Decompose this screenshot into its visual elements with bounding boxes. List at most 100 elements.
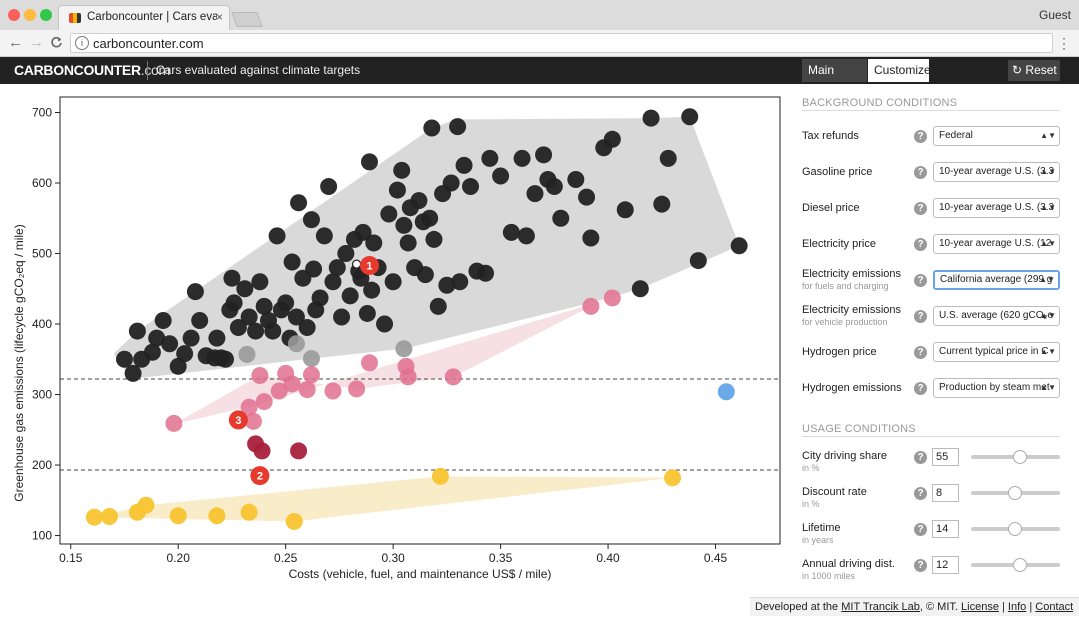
help-icon[interactable]: ? [914,166,927,179]
browser-tab[interactable]: Carboncounter | Cars evaluated × [58,5,230,30]
tab-customize[interactable]: Customize [868,59,931,82]
highlight-label-1: 1 [366,261,372,273]
plugin-point [165,414,183,432]
help-icon[interactable]: ? [914,238,927,251]
usage3-input[interactable]: 12 [932,556,959,574]
gasoline-point [247,322,265,340]
reset-icon: ↻ [1012,63,1023,77]
help-icon[interactable]: ? [914,451,927,464]
maximize-window-button[interactable] [40,9,52,21]
reload-icon[interactable] [50,34,63,53]
gasoline-point [423,119,441,137]
bg1-select[interactable]: 10-year average U.S. (3.3 ▲▼ [933,162,1060,182]
bg4-value: California average (299 g [940,274,1053,285]
gasoline-point [380,205,398,223]
contact-link[interactable]: Contact [1035,601,1074,613]
gasoline-point [582,229,600,247]
profile-label[interactable]: Guest [1038,8,1071,22]
bg2-select[interactable]: 10-year average U.S. (3.3 ▲▼ [933,198,1060,218]
gasoline-point [354,223,372,241]
help-icon[interactable]: ? [914,382,927,395]
select-arrows-icon: ▲▼ [1040,203,1056,212]
license-link[interactable]: License [961,601,999,613]
usage2-slider-thumb[interactable] [1007,522,1022,536]
site-logo[interactable]: CARBONCOUNTER.com [14,62,170,78]
bg5-select[interactable]: U.S. average (620 gCO₂e ▲▼ [933,306,1060,326]
help-icon[interactable]: ? [914,130,927,143]
electric_dark-point [253,442,271,460]
gasoline-point [255,297,273,315]
new-tab-button[interactable] [231,12,263,27]
gasoline-point [341,287,359,305]
footer-separator: | [1026,601,1036,613]
gasoline-point [229,319,247,337]
bg4-select[interactable]: California average (299 g ▲▼ [933,270,1060,290]
emissions-cost-chart: 1 2 3 0.15 0.20 0.25 0.30 0.35 0.40 0.45 100 200 30… [0,85,790,597]
bg0-select[interactable]: Federal ▲▼ [933,126,1060,146]
help-icon[interactable]: ? [914,487,927,500]
back-icon[interactable]: ← [8,34,23,51]
reset-button[interactable]: ↻ Reset [1008,60,1060,81]
forward-icon[interactable]: → [29,34,44,51]
gasoline-point [681,108,699,126]
minimize-window-button[interactable] [24,9,36,21]
bg7-value: Production by steam met [939,382,1050,393]
help-icon[interactable]: ? [914,274,927,287]
usage0-slider-thumb[interactable] [1012,450,1027,464]
help-icon[interactable]: ? [914,310,927,323]
gasoline-point [451,273,469,291]
gasoline-point [421,209,439,227]
tab-main-panel[interactable]: Main Panel [802,59,867,100]
y-tick-label: 700 [32,106,52,120]
usage0-input[interactable]: 55 [932,448,959,466]
plot-border [59,96,781,545]
target-lines [60,378,780,471]
gasoline-point [393,161,411,179]
tab-close-icon[interactable]: × [215,10,223,24]
bg6-select[interactable]: Current typical price in C ▲▼ [933,342,1060,362]
hybrid-point [287,335,305,353]
gasoline-point [545,178,563,196]
footer-separator: | [998,601,1008,613]
usage1-slider-thumb[interactable] [1007,486,1022,500]
gasoline-point [208,329,226,347]
help-icon[interactable]: ? [914,346,927,359]
bg1-label: Gasoline price [802,166,873,178]
plugin-point [298,381,316,399]
bg2-label: Diesel price [802,202,860,214]
gasoline-point [659,149,677,167]
logo-suffix: .com [140,62,170,78]
usage0-label: City driving share [802,450,887,462]
help-icon[interactable]: ? [914,559,927,572]
gasoline-hull [113,116,740,380]
help-icon[interactable]: ? [914,523,927,536]
bg7-select[interactable]: Production by steam met ▲▼ [933,378,1060,398]
site-info-icon[interactable]: i [75,36,89,50]
gasoline-point [552,209,570,227]
plugin-point [444,368,462,386]
trancik-lab-link[interactable]: MIT Trancik Lab [841,601,920,613]
select-arrows-icon: ▲▼ [1040,167,1056,176]
help-icon[interactable]: ? [914,202,927,215]
bg3-select[interactable]: 10-year average U.S. (12 ▲▼ [933,234,1060,254]
bg2-value: 10-year average U.S. (3.3 [939,202,1055,213]
browser-menu-icon[interactable]: ⋮ [1057,35,1071,51]
plugin-point [399,368,417,386]
gasoline-point [302,211,320,229]
gasoline-point [481,149,499,167]
usage3-slider-thumb[interactable] [1012,558,1027,572]
gasoline-point [689,252,707,270]
usage1-input[interactable]: 8 [932,484,959,502]
gasoline-point [176,345,194,363]
gasoline-point [438,276,456,294]
info-link[interactable]: Info [1007,601,1027,613]
highlight-label-3: 3 [235,415,241,427]
gasoline-point [206,349,224,367]
usage2-input[interactable]: 14 [932,520,959,538]
y-axis-label: Greenhouse gas emissions (lifecycle gCO₂… [12,224,26,501]
url-input[interactable]: i carboncounter.com [70,33,1053,53]
x-tick-label: 0.20 [167,551,191,565]
plugin-point [244,412,262,430]
bg0-label: Tax refunds [802,130,859,142]
close-window-button[interactable] [8,9,20,21]
